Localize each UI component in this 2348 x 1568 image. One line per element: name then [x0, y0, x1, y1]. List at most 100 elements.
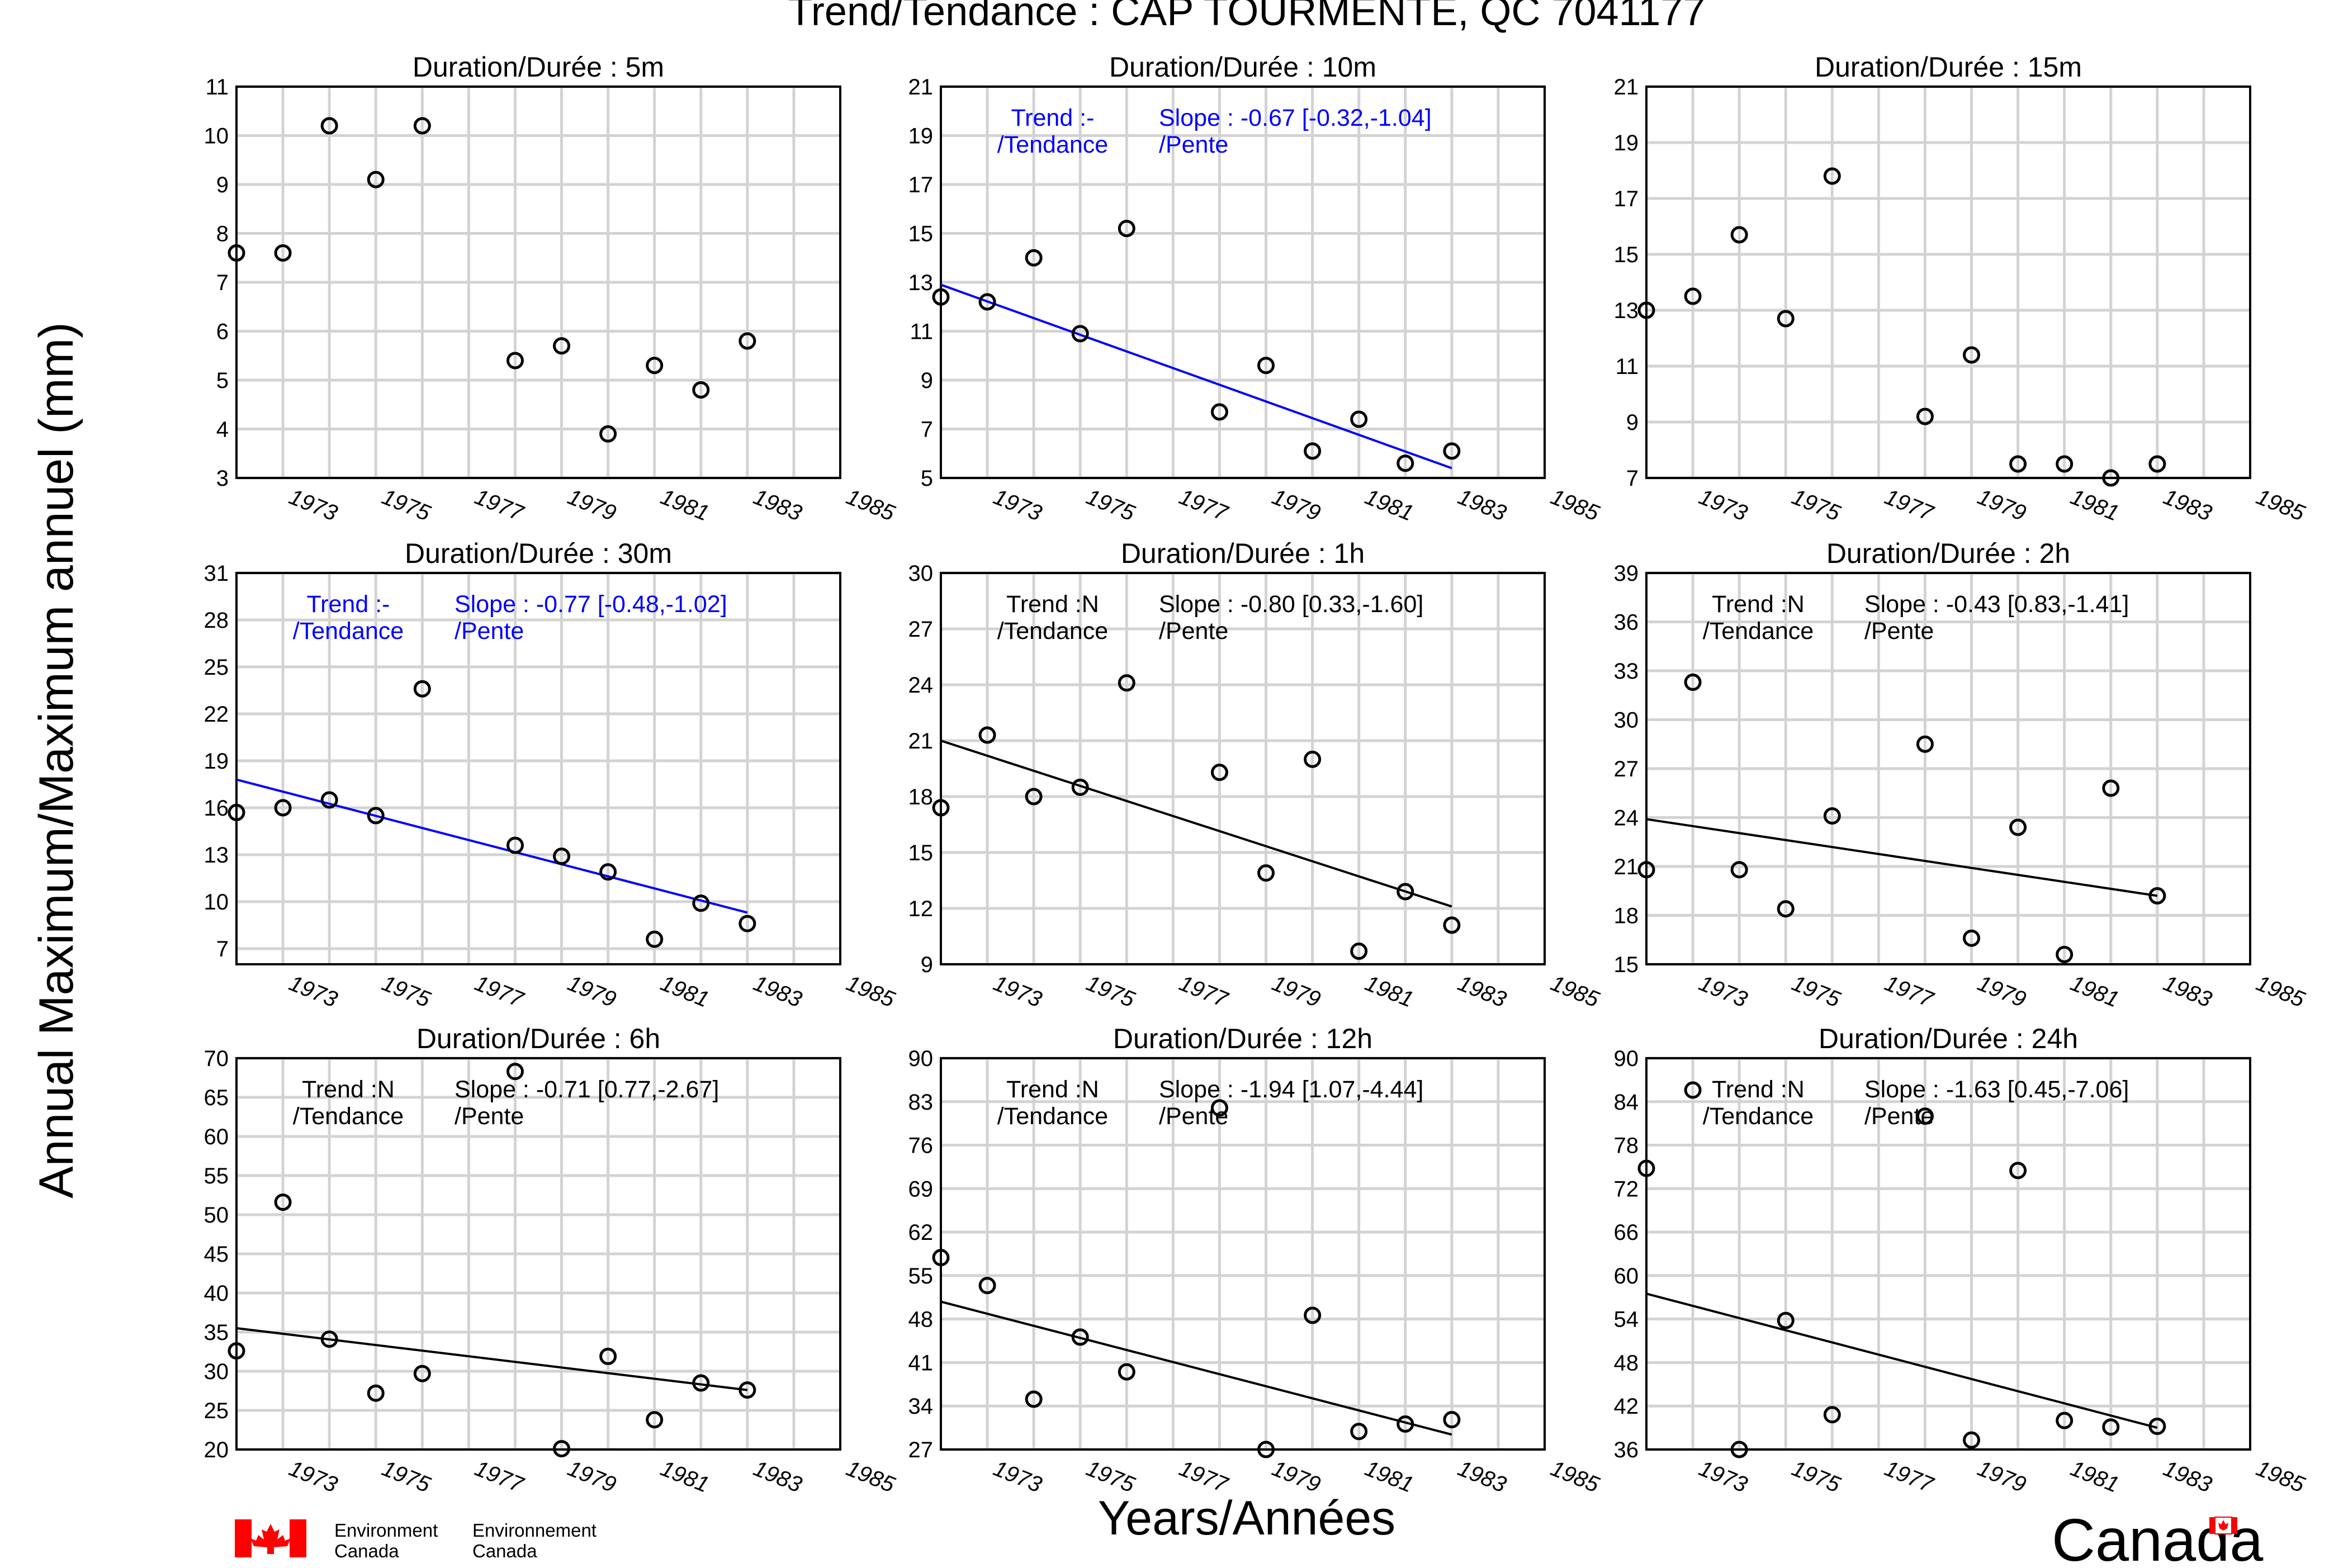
y-tick-label: 48 — [1614, 1351, 1639, 1375]
plot-frame — [1645, 1057, 2251, 1451]
data-point — [1443, 442, 1461, 460]
y-tick-label: 55 — [204, 1164, 229, 1188]
x-tick-label: 1979 — [1974, 971, 2029, 1012]
data-point — [2056, 1411, 2074, 1429]
y-tick-label: 90 — [1614, 1046, 1639, 1071]
y-tick-label: 41 — [908, 1351, 934, 1375]
panel-5: 9 12 15 18 21 24 27 30 1973 1975 1977 1979 1981 1983 1… — [908, 538, 1603, 1012]
data-point — [413, 1365, 431, 1382]
data-point — [692, 381, 710, 399]
y-tick-label: 55 — [908, 1264, 934, 1288]
y-tick-label: 7 — [921, 418, 933, 442]
data-point — [1210, 764, 1228, 781]
x-tick-label: 1983 — [2160, 1456, 2215, 1498]
slope-label-fr: /Pente — [1864, 1103, 1934, 1130]
y-tick-label: 21 — [908, 75, 934, 100]
data-point — [1118, 674, 1135, 692]
x-tick-label: 1981 — [2067, 971, 2122, 1012]
data-point — [1730, 861, 1748, 879]
canada-flag-icon — [235, 1519, 306, 1557]
y-tick-label: 33 — [1614, 659, 1639, 684]
x-tick-label: 1983 — [1454, 971, 1509, 1012]
x-tick-label: 1975 — [1788, 485, 1844, 526]
data-point — [978, 293, 996, 311]
y-tick-label: 50 — [204, 1203, 229, 1228]
y-tick-label: 19 — [204, 749, 229, 774]
canada-wordmark: Canada — [2052, 1506, 2264, 1568]
data-point — [1916, 408, 1934, 425]
trend-label-fr: /Tendance — [997, 618, 1108, 645]
data-point — [739, 915, 756, 932]
y-tick-label: 36 — [1614, 1438, 1639, 1462]
x-tick-label: 1983 — [1454, 485, 1509, 526]
environment-canada-signature: Environment Canada Environnement Canada — [235, 1519, 597, 1561]
x-tick-label: 1977 — [1881, 971, 1938, 1013]
slope-label: Slope : -1.63 [0.45,-7.06] — [1864, 1076, 2129, 1103]
x-tick-label: 1983 — [750, 485, 805, 526]
data-point — [1350, 410, 1368, 428]
panel-6: 15 18 21 24 27 30 33 36 39 1973 1975 1977 1979 1981 19… — [1614, 538, 2309, 1012]
y-tick-label: 40 — [204, 1281, 229, 1306]
y-tick-label: 21 — [908, 729, 934, 754]
y-tick-label: 83 — [908, 1090, 934, 1115]
x-tick-label: 1977 — [1176, 971, 1232, 1013]
x-tick-label: 1981 — [2067, 485, 2122, 526]
trend-line — [940, 283, 1452, 470]
y-tick-label: 7 — [1626, 466, 1639, 491]
dept-fr-line-1: Environnement — [472, 1520, 597, 1541]
data-point — [1823, 167, 1841, 185]
data-point — [413, 680, 431, 698]
data-point — [1304, 750, 1322, 768]
x-tick-label: 1985 — [1547, 1456, 1603, 1498]
y-tick-label: 34 — [908, 1394, 934, 1419]
x-tick-label: 1979 — [564, 485, 619, 526]
y-tick-label: 90 — [908, 1046, 934, 1071]
y-tick-label: 42 — [1614, 1394, 1639, 1419]
y-tick-label: 70 — [204, 1046, 229, 1071]
data-point — [2148, 455, 2166, 473]
y-tick-label: 21 — [1614, 855, 1639, 879]
trend-label: Trend :N — [1712, 1076, 1805, 1103]
slope-label: Slope : -0.80 [0.33,-1.60] — [1159, 591, 1423, 618]
y-tick-label: 13 — [908, 271, 934, 295]
data-point — [506, 352, 524, 370]
y-tick-label: 22 — [204, 702, 229, 727]
data-point — [553, 337, 571, 355]
slope-label: Slope : -1.94 [1.07,-4.44] — [1159, 1076, 1423, 1103]
trend-label: Trend :N — [1712, 591, 1805, 618]
slope-label-fr: /Pente — [1159, 1103, 1228, 1130]
data-point — [646, 930, 664, 948]
x-tick-label: 1975 — [1788, 1456, 1844, 1498]
panel-title: Duration/Durée : 6h — [416, 1023, 660, 1054]
y-tick-label: 7 — [216, 271, 229, 295]
data-point — [2102, 1418, 2120, 1436]
plot-frame — [940, 86, 1546, 479]
y-tick-label: 17 — [1614, 187, 1639, 211]
y-tick-label: 15 — [1614, 243, 1639, 267]
y-tick-label: 5 — [216, 368, 229, 393]
x-tick-label: 1977 — [1176, 485, 1232, 527]
data-point — [1963, 346, 1981, 364]
data-point — [1963, 1431, 1981, 1449]
data-point — [320, 117, 338, 135]
data-point — [599, 863, 617, 881]
y-tick-label: 16 — [204, 796, 229, 821]
data-point — [1823, 1406, 1841, 1424]
data-point — [1071, 778, 1089, 796]
plot-area — [236, 573, 840, 964]
data-point — [1257, 357, 1275, 375]
data-point — [692, 894, 710, 912]
data-point — [228, 803, 245, 821]
data-point — [1397, 1415, 1414, 1433]
x-axis-title: Years/Années — [1098, 1491, 1395, 1545]
y-tick-label: 4 — [216, 418, 229, 442]
y-tick-label: 15 — [1614, 953, 1639, 977]
x-tick-label: 1973 — [286, 1456, 341, 1498]
data-point — [2009, 818, 2027, 836]
data-point — [1257, 864, 1275, 882]
x-tick-label: 1983 — [2160, 971, 2215, 1012]
x-tick-label: 1977 — [471, 485, 528, 527]
data-point — [932, 288, 950, 306]
y-tick-label: 9 — [921, 368, 933, 393]
x-tick-label: 1981 — [657, 1456, 712, 1498]
